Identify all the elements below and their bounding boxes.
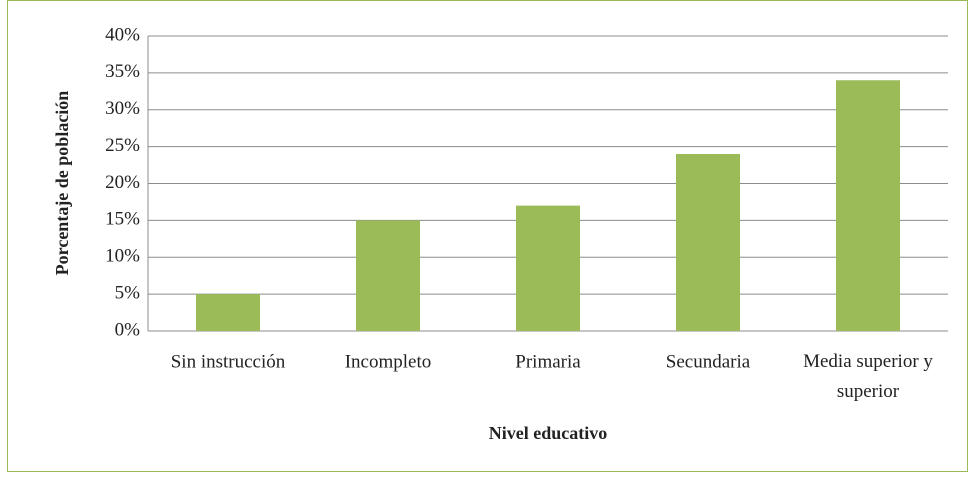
y-tick-label: 35% (105, 61, 140, 82)
frame (7, 0, 968, 472)
y-tick-label: 25% (105, 135, 140, 156)
x-tick-label: Media superior y superior (803, 351, 933, 402)
bar (516, 205, 580, 331)
y-tick-label: 20% (105, 172, 140, 193)
y-tick-label: 10% (105, 246, 140, 267)
bar (676, 154, 740, 331)
x-tick-label: Secundaria (666, 351, 751, 372)
x-tick-label: Primaria (515, 351, 581, 372)
y-tick-label: 0% (115, 319, 141, 340)
y-tick-label: 15% (105, 209, 140, 230)
x-tick-label: Sin instrucción (171, 351, 286, 372)
y-tick-label: 40% (105, 24, 140, 45)
bar (196, 294, 260, 331)
bar (356, 220, 420, 331)
bar (836, 80, 900, 331)
x-tick-label: Incompleto (345, 351, 432, 372)
y-axis-title: Porcentaje de población (52, 91, 72, 276)
x-axis-title: Nivel educativo (489, 423, 608, 443)
y-tick-label: 30% (105, 98, 140, 119)
y-tick-label: 5% (115, 282, 141, 303)
